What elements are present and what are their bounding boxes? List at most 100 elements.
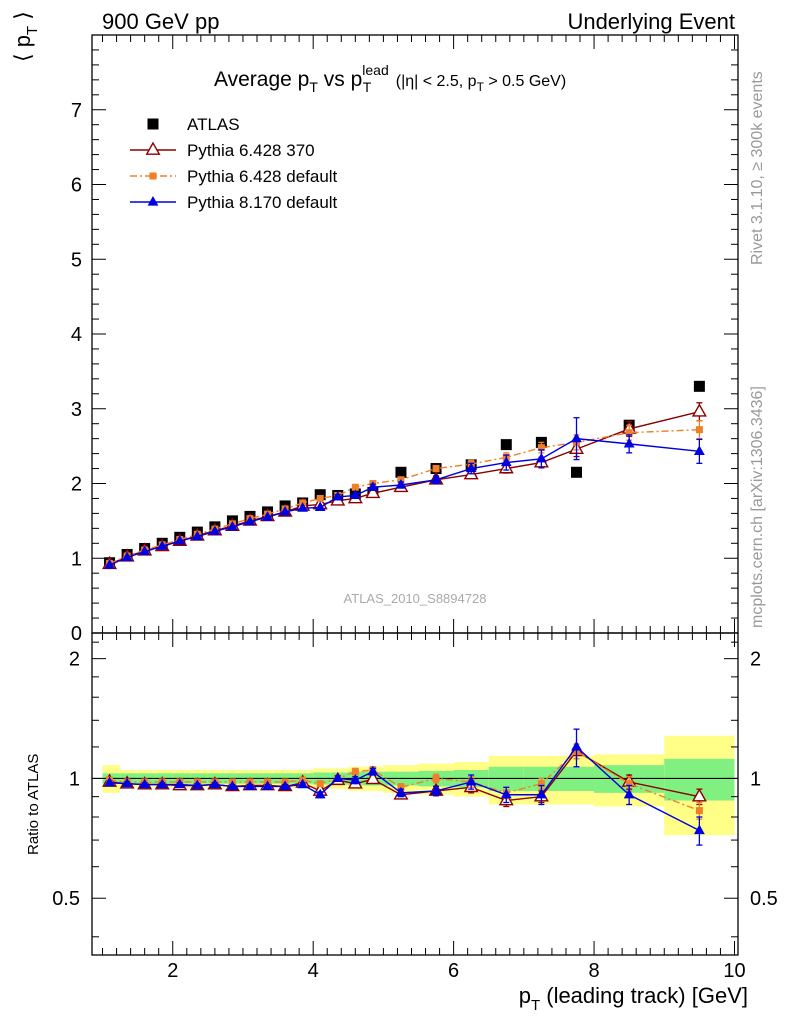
ratio-panel: 0.5 0.5 1 1 2 2 2 4 6 8 10 Ratio to ATLAS bbox=[25, 632, 778, 982]
data-point bbox=[314, 489, 326, 501]
main-series-layer bbox=[102, 380, 707, 570]
legend-marker bbox=[147, 196, 159, 206]
data-point bbox=[367, 765, 379, 776]
x-tick-label: 8 bbox=[588, 960, 599, 982]
data-point bbox=[623, 788, 635, 799]
ratio-y-tick-label: 2 bbox=[69, 649, 80, 671]
y-tick-label: 0 bbox=[71, 623, 82, 645]
data-point bbox=[316, 494, 324, 502]
series-pythia-8-170-default bbox=[104, 728, 705, 846]
ratio-y-tick-label-right: 1 bbox=[750, 768, 761, 790]
x-axis-label: pT (leading track) [GeV] bbox=[519, 983, 748, 1014]
data-point bbox=[262, 780, 273, 790]
data-point bbox=[316, 780, 324, 788]
data-point bbox=[262, 511, 273, 521]
x-tick-label: 2 bbox=[167, 960, 178, 982]
data-point bbox=[349, 489, 361, 500]
data-point bbox=[244, 515, 256, 526]
data-point bbox=[535, 788, 547, 799]
data-point bbox=[695, 426, 703, 434]
series-line bbox=[109, 437, 700, 566]
y-tick-label: 7 bbox=[71, 100, 82, 122]
data-point bbox=[500, 456, 512, 467]
y-tick-label: 4 bbox=[71, 324, 82, 346]
series-pythia-8-170-default bbox=[104, 417, 705, 569]
data-point bbox=[227, 780, 238, 790]
data-point bbox=[571, 740, 582, 751]
legend-label: Pythia 6.428 370 bbox=[187, 141, 315, 160]
data-point bbox=[693, 445, 705, 455]
data-point bbox=[121, 551, 133, 562]
data-point bbox=[571, 432, 582, 443]
data-point bbox=[314, 788, 326, 799]
data-point bbox=[349, 774, 361, 784]
legend-marker bbox=[149, 172, 157, 180]
data-point bbox=[191, 779, 203, 790]
data-point bbox=[691, 403, 707, 417]
data-point bbox=[121, 777, 133, 788]
legend-label: Pythia 8.170 default bbox=[187, 193, 338, 212]
data-point bbox=[332, 772, 344, 783]
analysis-tag: ATLAS_2010_S8894728 bbox=[344, 591, 487, 606]
legend-label: ATLAS bbox=[187, 115, 240, 134]
data-point bbox=[139, 545, 151, 556]
data-point bbox=[314, 501, 326, 512]
data-point bbox=[227, 520, 238, 531]
data-point bbox=[297, 778, 309, 789]
svg-text:⟨ pT ⟩: ⟨ pT ⟩ bbox=[10, 11, 41, 62]
data-point bbox=[351, 483, 359, 491]
y-tick-label: 1 bbox=[71, 548, 82, 570]
data-point bbox=[351, 768, 359, 776]
data-point bbox=[571, 466, 582, 478]
data-point bbox=[244, 780, 256, 790]
legend-marker bbox=[147, 118, 159, 130]
ratio-y-axis-label: Ratio to ATLAS bbox=[25, 754, 42, 855]
x-tick-label: 10 bbox=[723, 960, 745, 982]
ratio-frame bbox=[91, 632, 739, 956]
data-point bbox=[500, 788, 512, 799]
y-tick-label: 3 bbox=[71, 399, 82, 421]
data-point bbox=[625, 429, 633, 437]
data-point bbox=[139, 778, 151, 789]
data-point bbox=[395, 466, 407, 478]
data-point bbox=[465, 462, 477, 473]
data-point bbox=[297, 502, 309, 512]
ratio-y-tick-label: 0.5 bbox=[52, 888, 80, 910]
data-point bbox=[691, 788, 707, 802]
data-point bbox=[625, 780, 633, 788]
data-point bbox=[395, 478, 407, 489]
ratio-series-layer bbox=[102, 728, 707, 846]
y-tick-label: 5 bbox=[71, 249, 82, 271]
data-point bbox=[693, 824, 705, 835]
legend-entry: ATLAS bbox=[147, 115, 240, 134]
header-right: Underlying Event bbox=[567, 9, 735, 34]
data-point bbox=[365, 770, 381, 785]
legend-entry: Pythia 8.170 default bbox=[130, 193, 338, 212]
data-point bbox=[693, 380, 705, 392]
data-point bbox=[174, 778, 186, 789]
data-point bbox=[365, 484, 381, 499]
data-point bbox=[104, 558, 115, 569]
data-point bbox=[537, 444, 545, 452]
rivet-label: Rivet 3.1.10, ≥ 300k events bbox=[749, 71, 766, 265]
data-point bbox=[156, 540, 168, 550]
plot-title: Average pT vs plead T (|η| < 2.5, pT > 0.… bbox=[214, 62, 566, 95]
data-point bbox=[209, 778, 221, 789]
data-point bbox=[432, 465, 440, 473]
data-point bbox=[695, 807, 703, 815]
data-point bbox=[535, 452, 547, 463]
main-panel: 0 1 2 3 4 5 6 7 Average pT vs plead T (|η| < 2.5… bbox=[10, 11, 739, 645]
x-tick-label: 6 bbox=[448, 960, 459, 982]
data-point bbox=[279, 505, 291, 516]
legend: ATLAS Pythia 6.428 370 Pythia 6.428 defaul… bbox=[130, 115, 338, 212]
ratio-axes: 0.5 0.5 1 1 2 2 2 4 6 8 10 bbox=[52, 633, 778, 982]
data-point bbox=[367, 481, 379, 491]
y-tick-label: 6 bbox=[71, 175, 82, 197]
legend-entry: Pythia 6.428 default bbox=[130, 167, 338, 186]
data-point bbox=[209, 525, 221, 535]
legend-label: Pythia 6.428 default bbox=[187, 167, 338, 186]
ratio-y-tick-label-right: 0.5 bbox=[750, 888, 778, 910]
legend-marker bbox=[145, 141, 161, 155]
data-point bbox=[395, 786, 407, 797]
data-point bbox=[332, 490, 344, 501]
